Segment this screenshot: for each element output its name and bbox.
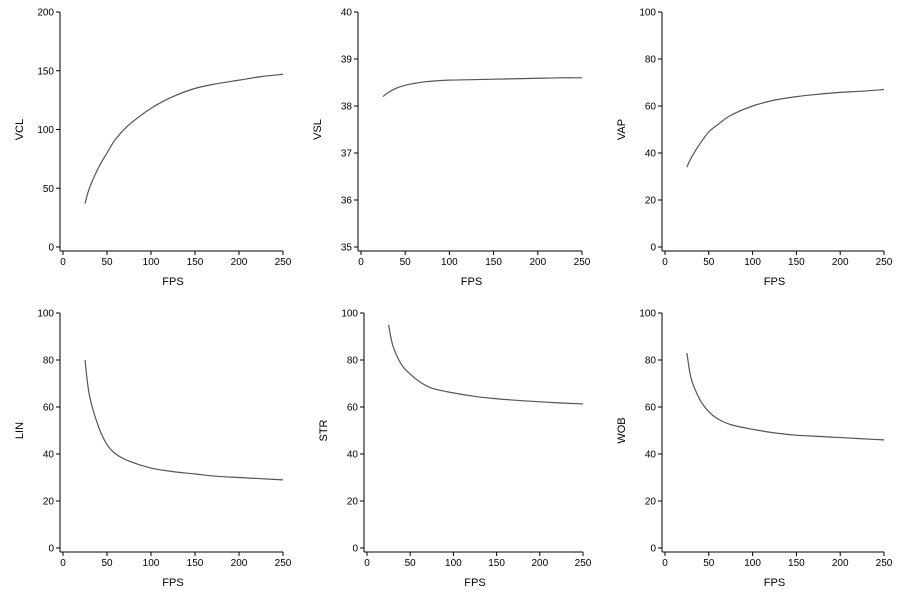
x-tick-label: 0 — [60, 558, 66, 569]
y-tick-label: 100 — [37, 309, 54, 320]
x-tick-label: 100 — [744, 558, 761, 569]
x-tick-label: 100 — [441, 257, 458, 268]
y-tick-label: 20 — [347, 497, 359, 508]
y-tick-label: 150 — [37, 66, 54, 77]
x-tick-label: 0 — [662, 257, 668, 268]
x-tick-label: 150 — [488, 558, 505, 569]
y-tick-label: 0 — [48, 544, 54, 555]
y-tick-label: 60 — [645, 102, 657, 113]
y-tick-label: 0 — [650, 544, 656, 555]
x-axis-label: FPS — [162, 276, 183, 288]
y-tick-label: 80 — [645, 356, 657, 367]
series-line-vsl — [382, 77, 583, 98]
y-axis-label: LIN — [14, 422, 26, 439]
y-tick-label: 100 — [639, 309, 656, 320]
x-tick-label: 100 — [143, 558, 160, 569]
x-tick-label: 250 — [876, 257, 893, 268]
x-tick-label: 150 — [788, 558, 805, 569]
x-axis-label: FPS — [162, 577, 183, 589]
y-axis-label: VSL — [312, 119, 324, 140]
y-tick-label: 0 — [650, 243, 656, 254]
x-axis-label: FPS — [764, 577, 785, 589]
x-tick-label: 250 — [275, 558, 292, 569]
y-axis-label: WOB — [616, 417, 628, 443]
x-tick-label: 200 — [231, 257, 248, 268]
y-tick-label: 0 — [48, 243, 54, 254]
x-axis-label: FPS — [461, 276, 482, 288]
x-axis-label: FPS — [464, 577, 485, 589]
x-tick-label: 250 — [574, 257, 591, 268]
y-tick-label: 80 — [43, 356, 55, 367]
y-tick-label: 100 — [341, 309, 358, 320]
y-axis-label: VCL — [14, 119, 26, 140]
y-tick-label: 60 — [347, 403, 359, 414]
series-line-vap — [686, 88, 885, 168]
x-tick-label: 50 — [101, 257, 113, 268]
y-tick-label: 20 — [43, 497, 55, 508]
series-line-vcl — [84, 73, 284, 204]
y-tick-label: 37 — [341, 149, 353, 160]
y-tick-label: 0 — [352, 544, 358, 555]
y-tick-label: 40 — [43, 450, 55, 461]
y-tick-label: 100 — [37, 125, 54, 136]
x-tick-label: 0 — [358, 257, 364, 268]
y-tick-label: 36 — [341, 196, 353, 207]
chart-panel-wob: 0 20 40 60 80 100 0 50 100 150 200 250 FPS WOB — [616, 309, 893, 590]
x-tick-label: 250 — [575, 558, 592, 569]
y-tick-label: 20 — [645, 497, 657, 508]
y-axis-label: STR — [318, 419, 330, 441]
chart-panel-vap: 0 20 40 60 80 100 0 50 100 150 200 250 FPS VAP — [616, 8, 893, 289]
x-tick-label: 200 — [529, 257, 546, 268]
x-tick-label: 150 — [187, 257, 204, 268]
y-tick-label: 20 — [645, 196, 657, 207]
x-tick-label: 50 — [101, 558, 113, 569]
y-tick-label: 60 — [645, 403, 657, 414]
x-tick-label: 250 — [275, 257, 292, 268]
x-tick-label: 50 — [400, 257, 412, 268]
y-tick-label: 35 — [341, 243, 353, 254]
y-tick-label: 40 — [645, 149, 657, 160]
y-tick-label: 40 — [341, 8, 353, 19]
y-tick-label: 38 — [341, 102, 353, 113]
y-tick-label: 39 — [341, 55, 353, 66]
series-line-lin — [84, 359, 284, 481]
y-tick-label: 40 — [645, 450, 657, 461]
x-tick-label: 200 — [231, 558, 248, 569]
x-tick-label: 0 — [662, 558, 668, 569]
x-tick-label: 50 — [703, 558, 715, 569]
x-tick-label: 100 — [445, 558, 462, 569]
chart-panel-vcl: 0 50 100 150 200 0 50 100 150 200 250 FPS VCL — [14, 8, 292, 289]
y-tick-label: 50 — [43, 184, 55, 195]
y-tick-label: 80 — [347, 356, 359, 367]
series-line-wob — [686, 352, 885, 441]
y-tick-label: 60 — [43, 403, 55, 414]
x-tick-label: 200 — [531, 558, 548, 569]
x-tick-label: 50 — [703, 257, 715, 268]
x-tick-label: 200 — [832, 558, 849, 569]
x-tick-label: 150 — [485, 257, 502, 268]
x-axis-label: FPS — [764, 276, 785, 288]
y-tick-label: 200 — [37, 8, 54, 19]
y-tick-label: 80 — [645, 55, 657, 66]
chart-panel-str: 0 20 40 60 80 100 0 50 100 150 200 250 FPS STR — [318, 309, 592, 590]
x-tick-label: 0 — [60, 257, 66, 268]
y-axis-label: VAP — [616, 119, 628, 140]
series-line-str — [388, 324, 584, 405]
chart-panel-lin: 0 20 40 60 80 100 0 50 100 150 200 250 FPS LIN — [14, 309, 292, 590]
x-tick-label: 0 — [364, 558, 370, 569]
x-tick-label: 150 — [788, 257, 805, 268]
y-tick-label: 40 — [347, 450, 359, 461]
x-tick-label: 100 — [143, 257, 160, 268]
chart-panel-vsl: 35 36 37 38 39 40 0 50 100 150 200 250 FPS VSL — [312, 8, 591, 289]
x-tick-label: 250 — [876, 558, 893, 569]
x-tick-label: 200 — [832, 257, 849, 268]
x-tick-label: 150 — [187, 558, 204, 569]
y-tick-label: 100 — [639, 8, 656, 19]
x-tick-label: 50 — [405, 558, 417, 569]
x-tick-label: 100 — [744, 257, 761, 268]
